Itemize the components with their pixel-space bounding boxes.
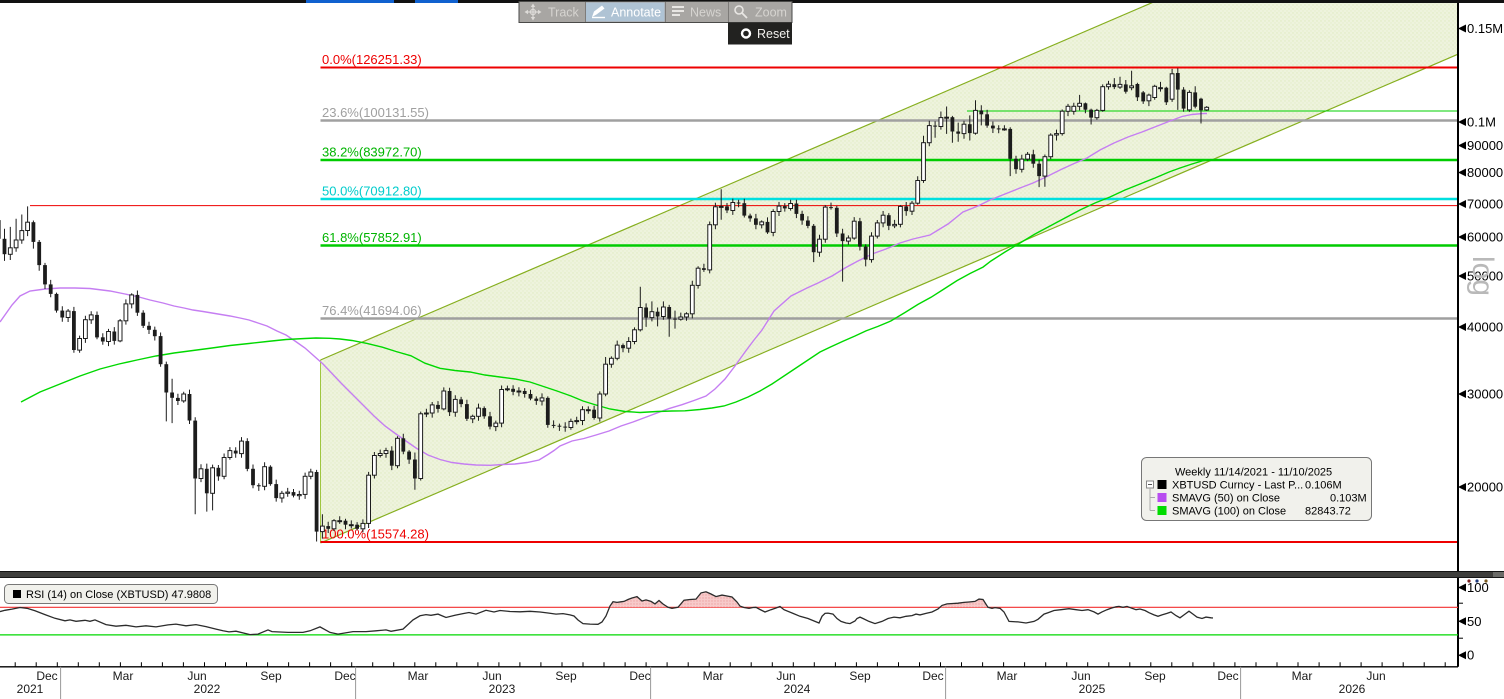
svg-text:Reset: Reset — [757, 27, 790, 41]
svg-text:Sep: Sep — [555, 669, 577, 683]
svg-text:0.15M: 0.15M — [1467, 21, 1503, 36]
svg-text:News: News — [690, 6, 721, 20]
svg-text:Dec: Dec — [922, 669, 943, 683]
svg-text:60000: 60000 — [1467, 230, 1503, 245]
svg-text:80000: 80000 — [1467, 165, 1503, 180]
svg-text:Dec: Dec — [1217, 669, 1238, 683]
svg-text:0.1M: 0.1M — [1467, 115, 1496, 130]
svg-text:20000: 20000 — [1467, 480, 1503, 495]
svg-text:23.6%(100131.55): 23.6%(100131.55) — [322, 105, 429, 120]
svg-text:50: 50 — [1467, 614, 1481, 629]
svg-text:Mar: Mar — [408, 669, 429, 683]
svg-text:100.0%(15574.28): 100.0%(15574.28) — [322, 527, 429, 542]
svg-text:Jun: Jun — [187, 669, 206, 683]
svg-text:76.4%(41694.06): 76.4%(41694.06) — [322, 303, 422, 318]
svg-text:2024: 2024 — [784, 682, 811, 696]
svg-text:82843.72: 82843.72 — [1305, 506, 1351, 518]
svg-text:SMAVG (50) on Close: SMAVG (50) on Close — [1172, 493, 1280, 505]
svg-text:100: 100 — [1467, 580, 1489, 595]
svg-text:38.2%(83972.70): 38.2%(83972.70) — [322, 145, 422, 160]
svg-text:Dec: Dec — [629, 669, 650, 683]
svg-text:Sep: Sep — [260, 669, 282, 683]
svg-text:70000: 70000 — [1467, 197, 1503, 212]
svg-text:61.8%(57852.91): 61.8%(57852.91) — [322, 230, 422, 245]
svg-text:Mar: Mar — [1292, 669, 1313, 683]
svg-text:90000: 90000 — [1467, 138, 1503, 153]
svg-text:Annotate: Annotate — [611, 6, 661, 20]
svg-text:50000: 50000 — [1467, 269, 1503, 284]
svg-text:0.103M: 0.103M — [1330, 493, 1367, 505]
svg-text:Weekly 11/14/2021 - 11/10/2025: Weekly 11/14/2021 - 11/10/2025 — [1175, 467, 1332, 479]
svg-text:Mar: Mar — [703, 669, 724, 683]
svg-text:Jun: Jun — [1366, 669, 1385, 683]
svg-text:0: 0 — [1467, 648, 1474, 663]
svg-text:2026: 2026 — [1339, 682, 1366, 696]
svg-text:SMAVG (100) on Close: SMAVG (100) on Close — [1172, 506, 1286, 518]
svg-text:Zoom: Zoom — [755, 6, 787, 20]
svg-text:Dec: Dec — [334, 669, 355, 683]
svg-text:Jun: Jun — [1071, 669, 1090, 683]
svg-text:XBTUSD Curncy - Last P...: XBTUSD Curncy - Last P... — [1172, 480, 1303, 492]
svg-text:50.0%(70912.80): 50.0%(70912.80) — [322, 184, 422, 199]
svg-text:30000: 30000 — [1467, 387, 1503, 402]
svg-text:RSI (14) on Close (XBTUSD) 4: RSI (14) on Close (XBTUSD) 47.9808 — [26, 589, 211, 601]
svg-text:2025: 2025 — [1079, 682, 1106, 696]
svg-text:Sep: Sep — [849, 669, 871, 683]
svg-text:log: log — [1466, 256, 1499, 296]
svg-text:Jun: Jun — [776, 669, 795, 683]
svg-text:0.106M: 0.106M — [1305, 480, 1342, 492]
svg-text:Mar: Mar — [997, 669, 1018, 683]
svg-text:40000: 40000 — [1467, 320, 1503, 335]
svg-text:2022: 2022 — [194, 682, 221, 696]
svg-text:2021: 2021 — [17, 682, 44, 696]
svg-text:Jun: Jun — [482, 669, 501, 683]
svg-text:Track: Track — [548, 6, 580, 20]
svg-text:Sep: Sep — [1144, 669, 1166, 683]
svg-text:2023: 2023 — [489, 682, 516, 696]
svg-text:Dec: Dec — [36, 669, 57, 683]
svg-text:Mar: Mar — [113, 669, 134, 683]
svg-text:0.0%(126251.33): 0.0%(126251.33) — [322, 52, 422, 67]
